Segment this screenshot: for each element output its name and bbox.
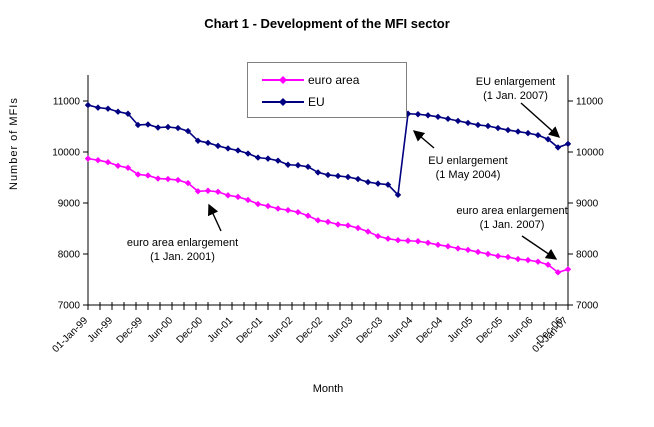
svg-text:Jun-06: Jun-06 [506,315,536,345]
annotation-arrows [208,102,561,260]
svg-text:10000: 10000 [576,148,604,159]
svg-text:Dec-04: Dec-04 [415,315,446,346]
svg-text:Jun-03: Jun-03 [326,315,356,345]
svg-text:Jun-00: Jun-00 [146,315,176,345]
svg-text:11000: 11000 [576,97,604,108]
svg-text:Jun-05: Jun-05 [446,315,476,345]
legend: euro area EU [247,62,407,118]
legend-item-euro-area: euro area [262,69,406,91]
svg-text:Jun-04: Jun-04 [386,315,416,345]
annotation-euro-area-enlargement-2001: euro area enlargement (1 Jan. 2001) [126,237,239,263]
y-axis-ticks: 7000 7000 8000 8000 9000 9000 10000 10000 11000 1… [52,97,604,312]
svg-text:10000: 10000 [52,148,80,159]
arrow-ann-4 [521,235,558,260]
svg-text:Dec-02: Dec-02 [295,315,326,346]
svg-text:Dec-01: Dec-01 [235,315,266,346]
arrow-ann-1 [208,203,222,232]
eu-line-sample-icon [262,98,304,106]
svg-text:Jun-01: Jun-01 [206,315,236,345]
svg-text:Dec-03: Dec-03 [355,315,386,346]
svg-text:Dec-99: Dec-99 [115,315,146,346]
svg-text:Dec-00: Dec-00 [175,315,206,346]
annotation-eu-enlargement-2007: EU enlargement (1 Jan. 2007) [475,76,556,102]
annotation-eu-enlargement-2004: EU enlargement (1 May 2004) [428,155,508,181]
arrow-ann-3 [520,102,561,138]
svg-text:01-Jan-99: 01-Jan-99 [51,315,91,355]
svg-text:Dec-05: Dec-05 [475,315,506,346]
svg-text:11000: 11000 [53,97,81,108]
svg-text:7000: 7000 [576,301,599,312]
arrow-ann-2 [412,130,435,149]
annotation-euro-area-enlargement-2007: euro area enlargement (1 Jan. 2007) [456,205,568,231]
legend-item-eu: EU [262,91,406,113]
svg-text:8000: 8000 [576,250,599,261]
series-EU [84,101,572,199]
x-axis-title: Month [312,383,344,395]
legend-label-euro-area: euro area [308,73,360,87]
svg-text:Jun-02: Jun-02 [266,315,296,345]
svg-text:9000: 9000 [58,199,81,210]
legend-label-eu: EU [308,95,325,109]
svg-text:9000: 9000 [576,199,599,210]
x-axis-ticks [87,302,569,310]
euro-area-line-sample-icon [262,76,304,84]
series-euro-area [84,155,572,276]
svg-text:Jun-99: Jun-99 [86,315,116,345]
chart-title: Chart 1 - Development of the MFI sector [204,16,450,31]
svg-text:7000: 7000 [58,301,81,312]
svg-text:8000: 8000 [58,250,81,261]
